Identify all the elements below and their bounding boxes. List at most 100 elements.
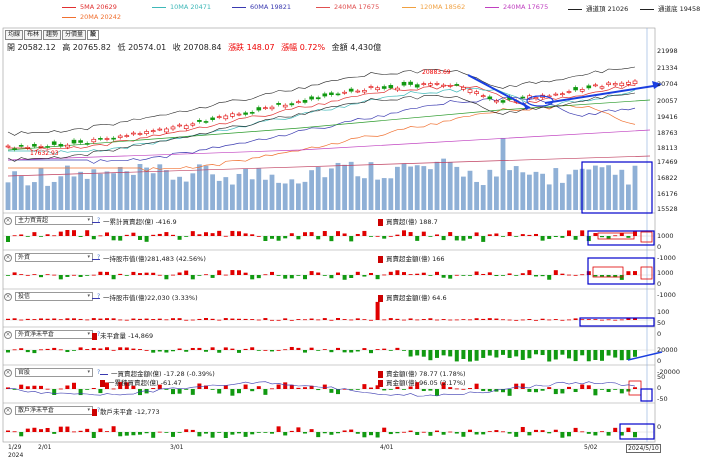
indicator-bar [600, 319, 604, 321]
indicator-bar [342, 275, 347, 280]
indicator-bar [567, 386, 571, 389]
indicator-bar [560, 319, 565, 321]
indicator-bar [12, 272, 17, 275]
indicator-bar [164, 319, 169, 321]
candle-body [243, 112, 248, 115]
indicator-bar [402, 319, 406, 321]
tab-ma[interactable]: 均線 [5, 30, 24, 40]
indicator-axis-tick: 1000 [657, 269, 674, 277]
indicator-select[interactable]: 主力買賣超 ▾ [15, 216, 93, 225]
indicator-bar [540, 430, 545, 432]
indicator-bar [613, 350, 618, 358]
indicator-bar [131, 271, 136, 275]
indicator-bar [58, 231, 63, 236]
indicator-bar [250, 275, 255, 280]
indicator-bar [454, 432, 459, 434]
volume-bar [210, 174, 215, 210]
chevron-down-icon: ▾ [87, 407, 90, 413]
indicator-bar [355, 233, 360, 236]
help-icon[interactable]: ? [97, 369, 101, 376]
help-icon[interactable]: ? [97, 217, 101, 224]
indicator-value-text: 一累計買賣超(億) -416.9 [103, 218, 177, 226]
indicator-bar [547, 236, 552, 239]
indicator-bar [217, 350, 222, 353]
volume-bar [71, 176, 77, 210]
indicator-bar [197, 347, 202, 350]
indicator-bar [190, 275, 195, 280]
help-icon[interactable]: ? [97, 407, 101, 414]
indicator-select[interactable]: 官股 ▾ [15, 368, 93, 377]
close-icon[interactable]: × [4, 253, 12, 262]
indicator-bar [289, 384, 294, 389]
volume-bar [183, 181, 189, 210]
indicator-bar [336, 318, 340, 320]
close-icon[interactable]: × [4, 216, 12, 225]
indicator-bar [329, 275, 334, 279]
indicator-bar [580, 384, 585, 389]
close-icon[interactable]: × [4, 368, 12, 377]
tab-volume-profile[interactable]: 分價量 [62, 30, 87, 40]
indicator-bar [633, 432, 637, 438]
volume-bar [276, 182, 281, 210]
indicator-bar [355, 432, 360, 434]
legend-swatch [152, 6, 166, 8]
tab-settings[interactable]: 設 [87, 30, 100, 40]
indicator-bar [270, 388, 274, 390]
indicator-select[interactable]: 散戶淨未平倉 ▾ [15, 406, 93, 415]
indicator-bar [58, 388, 63, 390]
indicator-select[interactable]: 外資 ▾ [15, 253, 93, 262]
legend-swatch [62, 6, 76, 8]
indicator-bar [494, 430, 499, 432]
tab-trend[interactable]: 趨勢 [43, 30, 62, 40]
indicator-bar [151, 388, 156, 389]
indicator-bar [118, 347, 123, 350]
indicator-select[interactable]: 外資淨未平倉 ▾ [15, 330, 93, 339]
help-icon[interactable]: ? [97, 293, 101, 300]
close-icon[interactable]: × [4, 406, 12, 415]
candle-body [230, 113, 235, 117]
help-icon[interactable]: ? [97, 331, 101, 338]
close-icon[interactable]: × [4, 330, 12, 339]
indicator-bar [283, 275, 288, 279]
candle-body [520, 96, 526, 99]
indicator-bar [461, 432, 466, 437]
volume-bar [104, 171, 110, 210]
indicator-bar [448, 232, 453, 236]
indicator-panel-header: × 投信 ▾? [4, 291, 100, 302]
indicator-select[interactable]: 投信 ▾ [15, 292, 93, 301]
volume-bar [91, 169, 97, 210]
tab-bollinger[interactable]: 布林 [24, 30, 43, 40]
indicator-bar [619, 275, 624, 280]
volume-bar [434, 161, 440, 210]
candle-body [282, 104, 288, 108]
indicator-bar [474, 232, 479, 236]
indicator-bar [190, 231, 195, 236]
indicator-bar [580, 319, 585, 321]
indicator-bar [237, 389, 241, 394]
indicator-bar [303, 275, 307, 280]
help-icon[interactable]: ? [97, 254, 101, 261]
indicator-bar [395, 347, 400, 350]
candle-body [256, 107, 262, 111]
indicator-bar [461, 319, 466, 320]
indicator-bar [514, 432, 519, 437]
indicator-bar [474, 318, 479, 320]
indicator-bar [322, 432, 327, 434]
legend-label: 20MA 20242 [80, 13, 122, 21]
indicator-bar [441, 432, 446, 435]
indicator-bar [45, 274, 50, 276]
close-icon[interactable]: × [4, 292, 12, 301]
indicator-bar [72, 274, 76, 276]
indicator-bar [177, 272, 182, 275]
candle-body [65, 144, 70, 148]
candle-body [177, 124, 182, 127]
indicator-bar [164, 389, 169, 390]
indicator-bar [415, 382, 420, 389]
indicator-bar [85, 319, 90, 321]
indicator-bar [204, 350, 208, 352]
candle-body [12, 148, 17, 150]
indicator-bar [435, 234, 439, 236]
indicator-bar [501, 319, 505, 321]
indicator-select-value: 官股 [18, 369, 31, 376]
